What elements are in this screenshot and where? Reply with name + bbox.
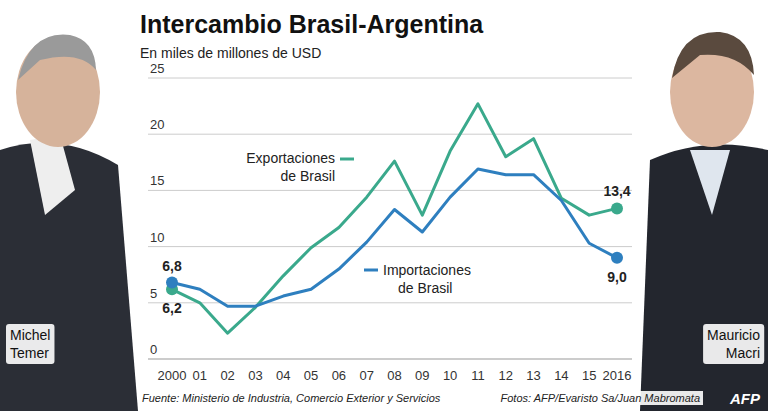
data-label: 6,2	[162, 300, 182, 316]
person-label-bg	[6, 324, 54, 364]
photos	[0, 32, 768, 411]
y-tick-label: 0	[150, 342, 157, 357]
y-tick-label: 5	[150, 286, 157, 301]
x-tick-label: 05	[304, 368, 318, 383]
grid-line	[148, 359, 632, 360]
photo-right-shirt	[690, 150, 730, 215]
grid-line	[148, 134, 632, 135]
person-label-bg	[703, 324, 764, 364]
series-label: Importaciones de Brasil	[383, 262, 471, 296]
x-tick-label: 14	[554, 368, 568, 383]
marker	[166, 277, 178, 289]
line-1	[172, 169, 617, 306]
x-tick-label: 01	[193, 368, 207, 383]
marker	[611, 202, 623, 214]
grid-line	[148, 78, 632, 79]
data-label: 13,4	[603, 183, 630, 199]
series-label-line: de Brasil	[281, 168, 335, 184]
x-tick-label: 13	[526, 368, 540, 383]
person-name: Michel Temer	[6, 324, 54, 364]
x-tick-label: 12	[499, 368, 513, 383]
person-label: Michel Temer	[10, 327, 50, 361]
data-label: 6,8	[162, 258, 182, 274]
x-tick-label: 08	[387, 368, 401, 383]
person-label: Mauricio Macri	[707, 327, 760, 361]
subtitle: En miles de millones de USD	[140, 45, 321, 61]
photo-left-shirt	[30, 135, 75, 215]
data-labels: 6,2 13,4 6,8 9,0	[162, 183, 631, 316]
x-tick-label: 2000	[158, 368, 187, 383]
logo: AFP	[729, 390, 761, 407]
x-tick-label: 07	[359, 368, 373, 383]
person-label-line: Mauricio	[707, 327, 760, 343]
chart: Intercambio Brasil-Argentina En miles de …	[0, 0, 768, 411]
x-tick-label: 10	[443, 368, 457, 383]
person-label-line: Macri	[726, 345, 760, 361]
x-tick-label: 03	[248, 368, 262, 383]
y-tick-label: 20	[150, 117, 164, 132]
y-tick-label: 15	[150, 173, 164, 188]
lines	[166, 104, 623, 333]
x-tick-label: 02	[220, 368, 234, 383]
x-tick-label: 04	[276, 368, 290, 383]
credit-group: Fotos: AFP/Evaristo Sa/Juan Mabromata	[497, 391, 703, 405]
series-label-line: de Brasil	[398, 280, 452, 296]
person-label-line: Temer	[10, 345, 49, 361]
y-tick-label: 10	[150, 230, 164, 245]
credit-bg	[497, 391, 703, 405]
data-label: 9,0	[607, 269, 627, 285]
x-tick-label: 09	[415, 368, 429, 383]
credit: Fotos: AFP/Evaristo Sa/Juan Mabromata	[500, 392, 700, 404]
person-name: Mauricio Macri	[703, 324, 764, 364]
grid	[148, 78, 632, 359]
series-label-key	[364, 269, 378, 272]
grid-line	[148, 246, 632, 247]
line-0	[172, 104, 617, 333]
photo-left-hair	[18, 35, 96, 80]
x-tick-label: 11	[471, 368, 485, 383]
person-label-line: Michel	[10, 327, 50, 343]
marker	[611, 252, 623, 264]
photo-right-hair	[672, 32, 754, 78]
source: Fuente: Ministerio de Industria, Comerci…	[142, 392, 441, 404]
x-tick-label: 2016	[603, 368, 632, 383]
series-label-line: Exportaciones	[246, 150, 335, 166]
x-tick-label: 15	[582, 368, 596, 383]
x-tick-label: 06	[332, 368, 346, 383]
title: Intercambio Brasil-Argentina	[140, 10, 484, 38]
series-label-key	[340, 158, 354, 161]
series-label: Exportaciones de Brasil	[246, 150, 335, 184]
series-labels: Exportaciones de Brasil Importaciones de Br…	[246, 150, 471, 296]
photo-right-suit	[640, 144, 768, 411]
y-tick-label: 25	[150, 61, 164, 76]
series-label-line: Importaciones	[383, 262, 471, 278]
